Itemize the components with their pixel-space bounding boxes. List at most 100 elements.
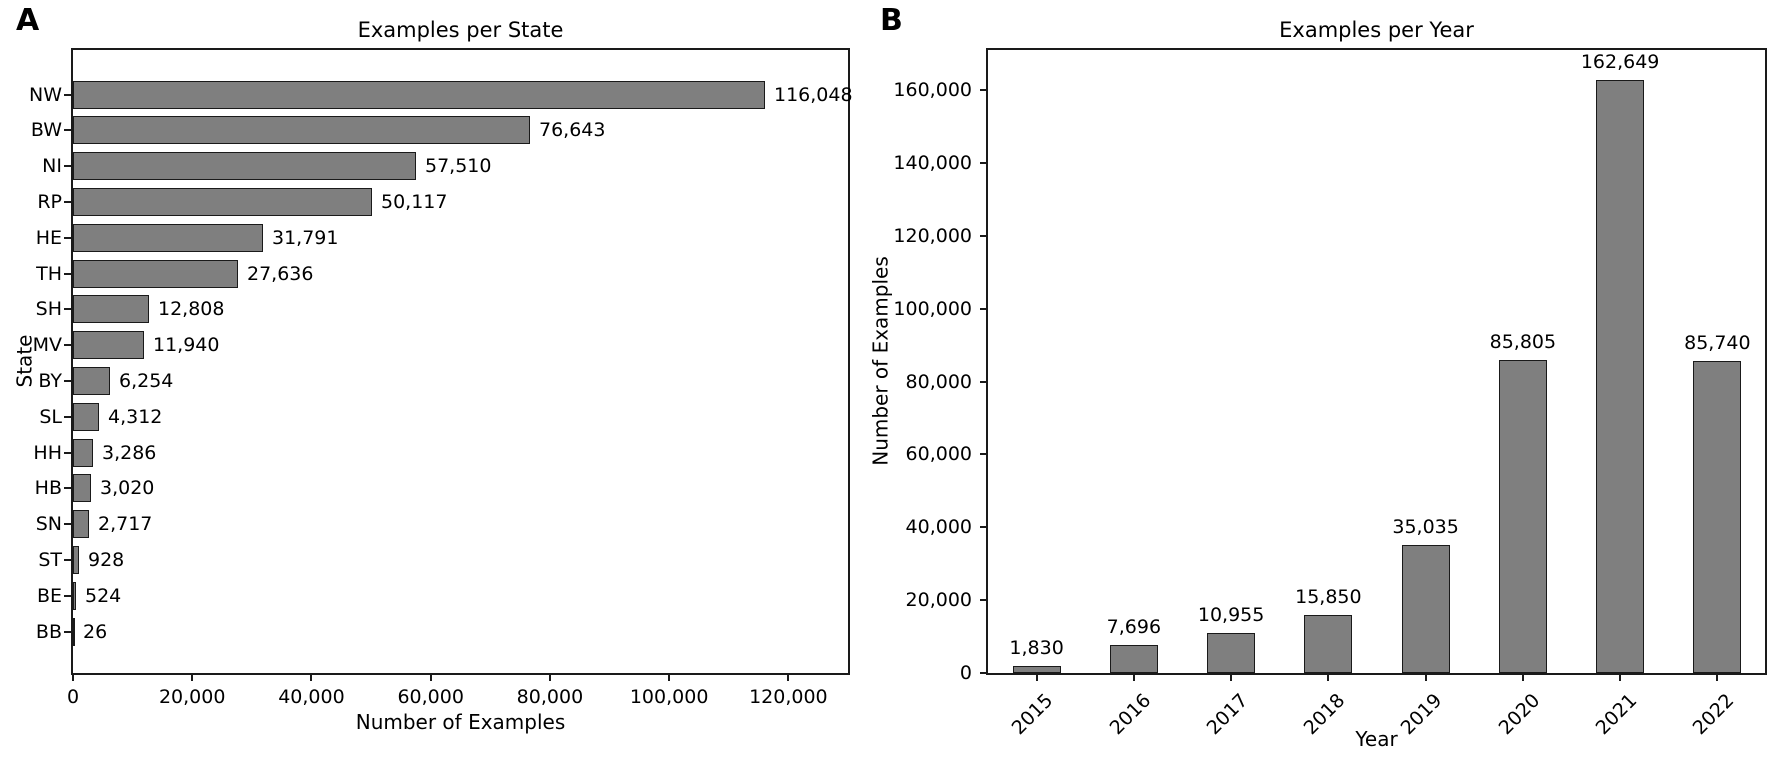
panel-b-title: Examples per Year bbox=[1279, 18, 1474, 42]
y-tick-mark bbox=[64, 200, 73, 203]
bar-HH bbox=[73, 438, 93, 467]
bar-value-label: 1,830 bbox=[1009, 637, 1064, 659]
bar-SL bbox=[73, 402, 99, 431]
bar-value-label: 11,940 bbox=[153, 334, 220, 357]
bar-NW bbox=[73, 80, 765, 109]
bar-TH bbox=[73, 259, 238, 288]
y-category-label: BW bbox=[30, 119, 62, 142]
bar-BE bbox=[73, 581, 76, 610]
panel-a-plot-area bbox=[71, 48, 850, 675]
y-category-label: BB bbox=[35, 620, 62, 643]
x-tick-label: 40,000 bbox=[278, 686, 345, 708]
y-tick-label: 100,000 bbox=[893, 298, 972, 320]
y-tick-mark bbox=[64, 236, 73, 239]
bar-NI bbox=[73, 152, 416, 181]
x-tick-label: 100,000 bbox=[629, 686, 709, 708]
y-tick-mark bbox=[64, 451, 73, 454]
y-tick-label: 40,000 bbox=[905, 516, 972, 538]
y-tick-mark bbox=[980, 89, 988, 91]
x-tick-mark bbox=[1327, 673, 1330, 681]
bar-value-label: 524 bbox=[85, 584, 122, 607]
y-tick-mark bbox=[64, 308, 73, 311]
x-tick-mark bbox=[548, 673, 551, 681]
bar-ST bbox=[73, 545, 79, 574]
y-category-label: NW bbox=[29, 83, 62, 106]
y-tick-mark bbox=[64, 129, 73, 132]
bar-SH bbox=[73, 295, 149, 324]
bar-2022 bbox=[1693, 361, 1742, 673]
y-category-label: TH bbox=[36, 262, 62, 285]
x-tick-label: 60,000 bbox=[397, 686, 464, 708]
bar-2020 bbox=[1498, 360, 1547, 673]
bar-2019 bbox=[1401, 545, 1450, 673]
bar-value-label: 6,254 bbox=[119, 369, 174, 392]
bar-value-label: 2,717 bbox=[98, 513, 153, 536]
y-category-label: ST bbox=[38, 548, 62, 571]
y-tick-mark bbox=[64, 93, 73, 96]
x-tick-label: 80,000 bbox=[516, 686, 584, 708]
y-category-label: MV bbox=[32, 334, 62, 357]
bar-value-label: 7,696 bbox=[1106, 616, 1162, 638]
bar-value-label: 116,048 bbox=[774, 83, 853, 106]
y-tick-label: 0 bbox=[959, 662, 972, 684]
bar-value-label: 85,740 bbox=[1684, 332, 1751, 354]
bar-value-label: 31,791 bbox=[272, 226, 339, 249]
x-tick-mark bbox=[72, 673, 74, 681]
y-tick-mark bbox=[64, 415, 73, 418]
bar-value-label: 10,955 bbox=[1197, 604, 1265, 626]
bar-value-label: 27,636 bbox=[247, 262, 314, 285]
bar-value-label: 3,286 bbox=[102, 441, 157, 464]
bar-2018 bbox=[1304, 615, 1353, 673]
y-category-label: RP bbox=[37, 190, 62, 213]
y-tick-mark bbox=[64, 630, 73, 633]
panel-a-title: Examples per State bbox=[357, 18, 564, 42]
bar-BB bbox=[73, 617, 75, 646]
y-tick-label: 20,000 bbox=[905, 589, 972, 611]
y-tick-mark bbox=[980, 599, 988, 601]
y-tick-mark bbox=[64, 272, 73, 275]
y-tick-mark bbox=[980, 235, 988, 237]
panel-a-xaxis-label: Number of Examples bbox=[355, 710, 566, 734]
x-tick-mark bbox=[787, 673, 790, 681]
y-category-label: HB bbox=[34, 477, 62, 500]
bar-HB bbox=[73, 474, 91, 503]
bar-SN bbox=[73, 510, 89, 539]
bar-value-label: 15,850 bbox=[1295, 586, 1362, 608]
bar-value-label: 26 bbox=[83, 620, 108, 643]
x-tick-mark bbox=[1035, 673, 1038, 681]
x-tick-mark bbox=[1521, 673, 1524, 681]
x-tick-mark bbox=[1132, 673, 1135, 681]
bar-RP bbox=[73, 187, 372, 216]
y-tick-mark bbox=[64, 487, 73, 490]
bar-HE bbox=[73, 223, 263, 252]
bar-BY bbox=[73, 366, 110, 395]
y-tick-mark bbox=[64, 523, 73, 526]
x-tick-mark bbox=[1716, 673, 1719, 681]
y-tick-mark bbox=[980, 526, 988, 528]
bar-value-label: 50,117 bbox=[381, 190, 448, 213]
x-tick-mark bbox=[191, 673, 194, 681]
y-tick-mark bbox=[980, 453, 988, 455]
bar-value-label: 57,510 bbox=[425, 155, 492, 178]
x-tick-mark bbox=[1424, 673, 1427, 681]
x-tick-label: 120,000 bbox=[749, 686, 828, 708]
bar-MV bbox=[73, 331, 144, 360]
y-tick-mark bbox=[980, 672, 988, 674]
y-tick-mark bbox=[64, 344, 73, 347]
panel-b-yaxis-label: Number of Examples bbox=[868, 256, 893, 466]
y-category-label: SH bbox=[35, 298, 62, 321]
y-category-label: HH bbox=[33, 441, 62, 464]
x-tick-mark bbox=[1230, 673, 1233, 681]
y-tick-label: 160,000 bbox=[893, 79, 972, 101]
y-category-label: SN bbox=[35, 513, 62, 536]
x-tick-mark bbox=[668, 673, 671, 681]
x-tick-mark bbox=[1619, 673, 1622, 681]
bar-value-label: 85,805 bbox=[1489, 331, 1557, 353]
bar-value-label: 35,035 bbox=[1392, 516, 1459, 538]
bar-value-label: 4,312 bbox=[108, 405, 163, 428]
x-tick-label: 0 bbox=[66, 686, 80, 708]
y-tick-label: 140,000 bbox=[893, 152, 972, 174]
y-category-label: NI bbox=[42, 155, 62, 178]
y-tick-mark bbox=[980, 162, 988, 164]
